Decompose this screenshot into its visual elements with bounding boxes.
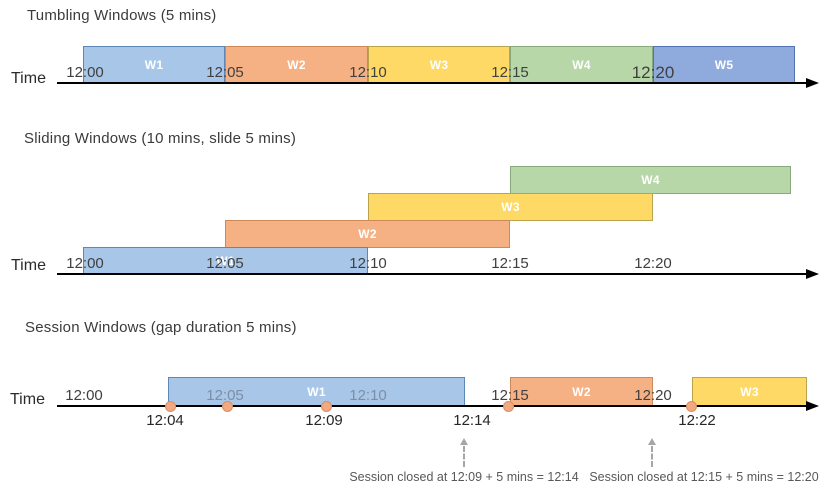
window-label: W3	[501, 200, 520, 214]
section-title: Sliding Windows (10 mins, slide 5 mins)	[24, 130, 297, 147]
window-label: W3	[429, 57, 449, 72]
time-axis-caption: Time	[10, 391, 45, 408]
dashed-up-arrow-line	[651, 446, 653, 467]
event-time-label: 12:09	[305, 412, 343, 429]
window-box: W3	[368, 193, 653, 221]
time-axis-caption: Time	[11, 70, 46, 87]
window-label: W4	[572, 57, 591, 72]
section-title: Session Windows (gap duration 5 mins)	[25, 319, 297, 336]
window-label: W2	[572, 384, 591, 399]
axis-time-label: 12:15	[491, 255, 529, 272]
window-box: W2	[225, 46, 368, 83]
dashed-up-arrowhead	[460, 438, 468, 445]
section-title: Tumbling Windows (5 mins)	[27, 7, 217, 24]
axis-time-label: 12:10	[349, 387, 387, 404]
time-axis-arrowhead	[806, 269, 819, 279]
time-axis-line	[57, 82, 806, 84]
window-label: W5	[714, 57, 734, 72]
axis-time-label: 12:05	[206, 387, 244, 404]
time-axis-caption: Time	[11, 257, 46, 274]
window-box: W3	[368, 46, 510, 83]
axis-time-label: 12:10	[349, 64, 387, 81]
axis-time-label: 12:00	[66, 64, 104, 81]
axis-time-label: 12:15	[491, 387, 529, 404]
window-label: W2	[287, 57, 306, 72]
session-close-annotation: Session closed at 12:15 + 5 mins = 12:20	[589, 470, 819, 484]
window-label: W2	[358, 227, 377, 241]
axis-time-label: 12:20	[634, 255, 672, 272]
axis-time-label: 12:15	[491, 64, 529, 81]
axis-time-label: 12:05	[206, 255, 244, 272]
axis-time-label: 12:05	[206, 64, 244, 81]
axis-time-label: 12:00	[66, 255, 104, 272]
event-dot	[164, 400, 176, 412]
time-axis-line	[57, 273, 806, 275]
session-close-annotation: Session closed at 12:09 + 5 mins = 12:14	[349, 470, 579, 484]
window-label: W1	[144, 57, 164, 72]
time-axis-arrowhead	[806, 401, 819, 411]
dashed-up-arrow-line	[463, 446, 465, 467]
window-box: W3	[692, 377, 807, 406]
window-box: W1	[168, 377, 465, 406]
axis-time-label: 12:10	[349, 255, 387, 272]
event-time-label: 12:14	[453, 412, 491, 429]
window-box: W2	[225, 220, 510, 248]
event-dot	[221, 400, 233, 412]
event-dot	[320, 400, 332, 412]
time-axis-arrowhead	[806, 78, 819, 88]
window-label: W4	[641, 173, 660, 187]
event-time-label: 12:04	[146, 412, 184, 429]
event-dot	[502, 400, 514, 412]
window-box: W4	[510, 166, 791, 194]
event-time-label: 12:22	[678, 412, 716, 429]
axis-time-label: 12:20	[631, 63, 675, 82]
window-label: W1	[307, 384, 326, 399]
axis-time-label: 12:00	[65, 387, 103, 404]
window-box: W5	[653, 46, 795, 83]
window-label: W3	[740, 384, 759, 399]
time-axis-line	[57, 405, 806, 407]
window-label: W1	[216, 253, 235, 268]
axis-time-label: 12:20	[634, 387, 672, 404]
window-box: W1	[83, 46, 225, 83]
event-dot	[685, 400, 697, 412]
dashed-up-arrowhead	[648, 438, 656, 445]
window-box: W2	[510, 377, 653, 406]
window-box: W4	[510, 46, 653, 83]
